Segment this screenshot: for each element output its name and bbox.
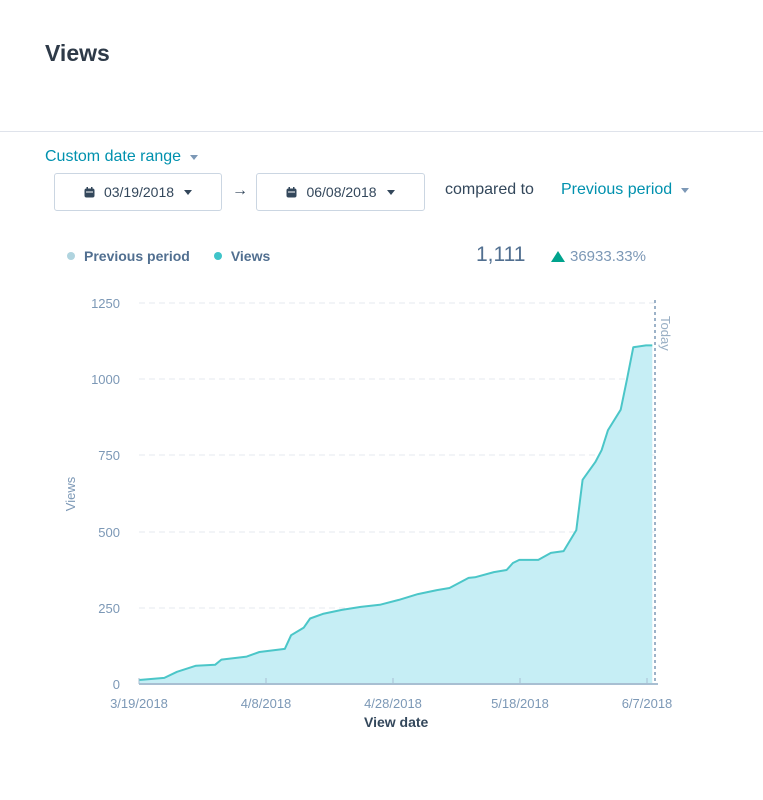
svg-text:500: 500 (98, 525, 120, 540)
legend-label: Previous period (84, 248, 190, 264)
arrow-right-icon: → (232, 182, 248, 199)
caret-down-icon (386, 189, 395, 195)
legend-label: Views (230, 248, 271, 264)
date-range-label: Custom date range (45, 148, 182, 165)
legend-dot-icon (67, 252, 75, 260)
caret-down-icon (681, 187, 690, 193)
caret-down-icon (184, 189, 193, 195)
change-percent: 36933.33% (570, 248, 646, 265)
total-views: 1,111 (476, 243, 526, 266)
start-date-picker[interactable]: 03/19/2018 (54, 173, 222, 211)
views-area (139, 345, 653, 684)
svg-text:4/28/2018: 4/28/2018 (364, 696, 422, 711)
svg-text:750: 750 (98, 448, 120, 463)
legend-item-views[interactable]: Views (213, 248, 271, 264)
caret-down-icon (190, 154, 199, 160)
y-axis-title: Views (63, 476, 78, 511)
change-indicator: 36933.33% (551, 248, 646, 265)
triangle-up-icon (551, 251, 565, 262)
comparison-period-dropdown[interactable]: Previous period (561, 181, 690, 199)
end-date-value: 06/08/2018 (306, 184, 377, 200)
views-line (138, 344, 653, 681)
calendar-icon (84, 186, 95, 197)
svg-text:6/7/2018: 6/7/2018 (622, 696, 673, 711)
x-axis-title: View date (364, 714, 429, 730)
svg-text:1250: 1250 (91, 296, 120, 311)
page-title: Views (45, 40, 110, 66)
svg-text:0: 0 (113, 677, 120, 692)
header-divider (0, 131, 763, 132)
chart-legend: Previous period Views (67, 248, 294, 264)
legend-item-previous-period[interactable]: Previous period (67, 248, 190, 264)
legend-dot-icon (213, 252, 222, 260)
today-label: Today (658, 316, 673, 351)
x-axis-ticks (138, 678, 648, 684)
svg-text:4/8/2018: 4/8/2018 (241, 696, 292, 711)
end-date-picker[interactable]: 06/08/2018 (256, 173, 425, 211)
comparison-period-value: Previous period (561, 181, 673, 198)
header: Views (0, 0, 763, 131)
y-axis-ticks: 1250 1000 750 500 250 0 (91, 296, 120, 692)
x-axis-labels: 3/19/2018 4/8/2018 4/28/2018 5/18/2018 6… (110, 696, 672, 711)
svg-text:3/19/2018: 3/19/2018 (110, 696, 168, 711)
svg-text:1000: 1000 (91, 372, 120, 387)
compared-to-label: compared to (445, 181, 534, 198)
date-range-dropdown[interactable]: Custom date range (45, 148, 199, 166)
svg-text:5/18/2018: 5/18/2018 (491, 696, 549, 711)
calendar-icon (286, 186, 297, 197)
svg-text:250: 250 (98, 601, 120, 616)
start-date-value: 03/19/2018 (103, 184, 175, 200)
